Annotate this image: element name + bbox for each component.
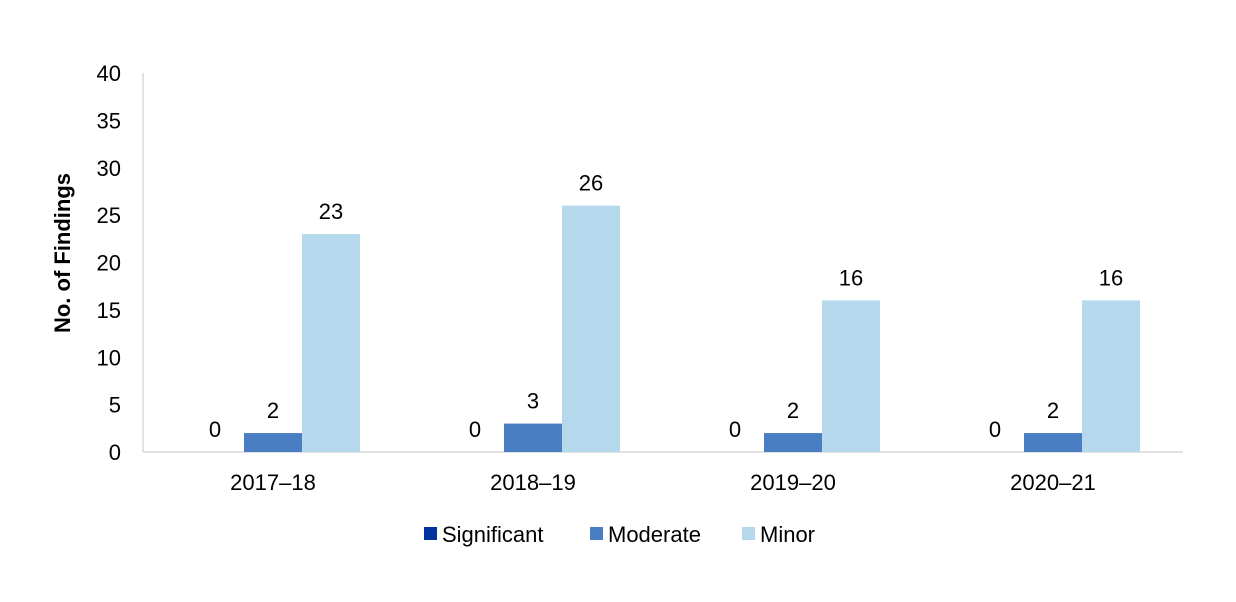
- legend-label-significant: Significant: [442, 522, 544, 547]
- x-tick-label: 2018–19: [490, 470, 576, 495]
- legend-swatch-minor: [742, 527, 755, 540]
- y-tick-label: 10: [97, 345, 121, 370]
- data-label-moderate: 2: [267, 398, 279, 423]
- bar-minor: [1082, 300, 1140, 452]
- data-label-moderate: 2: [787, 398, 799, 423]
- data-label-minor: 26: [579, 171, 603, 196]
- y-tick-label: 0: [109, 440, 121, 465]
- x-tick-labels: 2017–18 2018–19 2019–20 2020–21: [230, 470, 1096, 495]
- data-label-minor: 16: [1099, 265, 1123, 290]
- legend-label-moderate: Moderate: [608, 522, 701, 547]
- y-tick-label: 40: [97, 61, 121, 86]
- y-tick-label: 30: [97, 156, 121, 181]
- data-label-significant: 0: [989, 417, 1001, 442]
- bars: [244, 205, 1140, 452]
- data-label-significant: 0: [209, 417, 221, 442]
- data-label-significant: 0: [729, 417, 741, 442]
- data-label-minor: 23: [319, 199, 343, 224]
- y-tick-label: 5: [109, 393, 121, 418]
- x-tick-label: 2019–20: [750, 470, 836, 495]
- bar-moderate: [764, 433, 822, 452]
- data-labels: 0 2 23 0 3 26 0 2 16 0 2 16: [209, 171, 1123, 442]
- y-tick-label: 25: [97, 203, 121, 228]
- legend-label-minor: Minor: [760, 522, 815, 547]
- y-tick-label: 35: [97, 108, 121, 133]
- data-label-moderate: 3: [527, 389, 539, 414]
- bar-moderate: [504, 423, 562, 452]
- y-axis-title-group: No. of Findings: [50, 173, 75, 333]
- legend: Significant Moderate Minor: [424, 522, 815, 547]
- y-axis-title: No. of Findings: [50, 173, 75, 333]
- legend-swatch-significant: [424, 527, 437, 540]
- x-tick-label: 2017–18: [230, 470, 316, 495]
- y-tick-label: 15: [97, 298, 121, 323]
- bar-minor: [822, 300, 880, 452]
- data-label-significant: 0: [469, 417, 481, 442]
- data-label-moderate: 2: [1047, 398, 1059, 423]
- data-label-minor: 16: [839, 265, 863, 290]
- x-tick-label: 2020–21: [1010, 470, 1096, 495]
- axes: [142, 73, 1183, 453]
- legend-swatch-moderate: [590, 527, 603, 540]
- bar-moderate: [1024, 433, 1082, 452]
- y-tick-label: 20: [97, 251, 121, 276]
- bar-moderate: [244, 433, 302, 452]
- bar-minor: [302, 234, 360, 452]
- y-tick-labels: 0 5 10 15 20 25 30 35 40: [97, 61, 121, 465]
- bar-minor: [562, 205, 620, 452]
